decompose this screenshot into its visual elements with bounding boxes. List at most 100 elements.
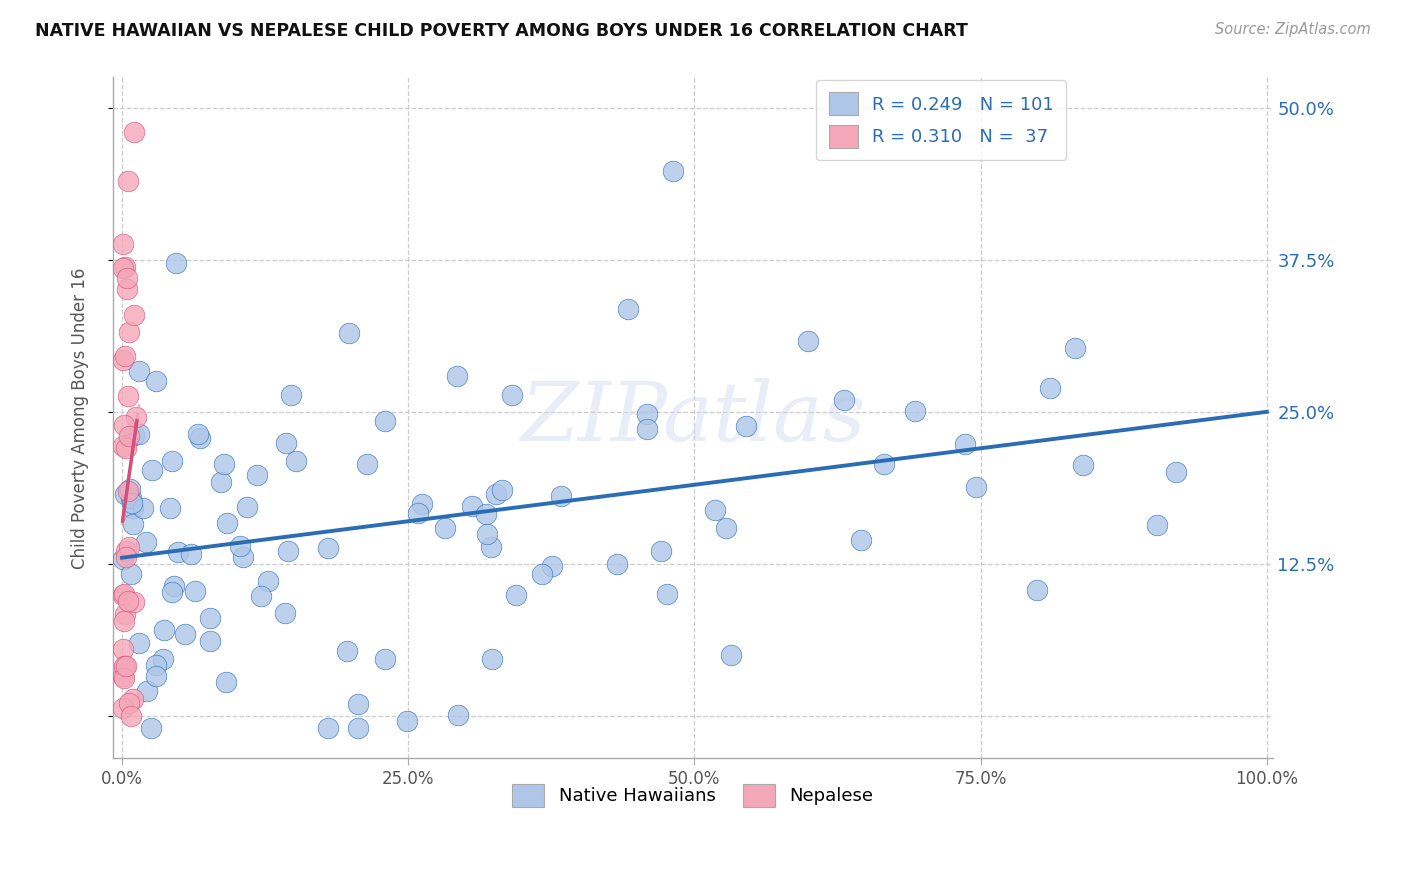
Point [112,587,135,601]
Point [135,683,157,698]
Point [636,407,658,421]
Text: NATIVE HAWAIIAN VS NEPALESE CHILD POVERTY AMONG BOYS UNDER 16 CORRELATION CHART: NATIVE HAWAIIAN VS NEPALESE CHILD POVERT… [35,22,967,40]
Point [160,584,183,599]
Point [114,486,136,500]
Point [212,458,235,472]
Point [606,557,628,571]
Point [965,480,987,494]
Point [111,669,134,683]
Point [152,652,174,666]
Point [228,539,250,553]
Point [115,550,138,565]
Point [1146,518,1168,533]
Point [184,584,207,599]
Point [141,462,163,476]
Point [873,457,896,471]
Point [395,714,418,729]
Point [118,482,141,496]
Point [475,507,498,521]
Point [235,500,257,514]
Point [374,652,396,666]
Point [132,501,155,516]
Point [250,589,273,603]
Point [832,393,855,408]
Point [316,721,339,735]
Point [165,256,187,270]
Point [121,500,143,515]
Point [117,389,139,403]
Point [232,550,254,565]
Point [159,500,181,515]
Point [114,607,136,621]
Point [280,388,302,402]
Point [112,701,135,715]
Point [145,668,167,682]
Point [118,326,141,340]
Point [114,349,136,363]
Point [117,271,139,285]
Point [505,588,527,602]
Point [662,164,685,178]
Point [1039,381,1062,395]
Point [481,652,503,666]
Point [115,544,138,558]
Point [115,282,138,296]
Point [153,623,176,637]
Point [336,644,359,658]
Point [485,487,508,501]
Point [124,595,146,609]
Point [406,506,429,520]
Point [257,574,280,589]
Point [616,302,638,317]
Point [122,125,145,139]
Point [550,490,572,504]
Point [145,375,167,389]
Point [111,353,134,368]
Point [145,657,167,672]
Point [703,503,725,517]
Point [118,429,141,443]
Point [112,671,135,685]
Point [797,334,820,349]
Point [117,541,139,555]
Point [953,437,976,451]
Point [714,521,737,535]
Point [128,364,150,378]
Point [120,491,142,505]
Point [115,442,138,456]
Point [112,659,135,673]
Point [491,483,513,497]
Point [1026,583,1049,598]
Point [316,541,339,556]
Point [111,237,134,252]
Point [112,552,135,566]
Point [650,544,672,558]
Point [636,422,658,436]
Point [121,496,143,510]
Point [198,610,221,624]
Point [122,308,145,322]
Point [114,260,136,274]
Point [112,614,135,628]
Point [356,457,378,471]
Point [128,636,150,650]
Point [141,721,163,735]
Point [277,544,299,558]
Point [655,587,678,601]
Point [411,497,433,511]
Point [122,428,145,442]
Point [117,174,139,188]
Point [135,535,157,549]
Point [166,545,188,559]
Point [200,633,222,648]
Point [446,369,468,384]
Point [117,484,139,499]
Point [120,566,142,581]
Point [125,409,148,424]
Point [1064,341,1087,355]
Point [734,419,756,434]
Point [541,558,564,573]
Point [276,435,298,450]
Point [115,659,138,673]
Point [434,520,457,534]
